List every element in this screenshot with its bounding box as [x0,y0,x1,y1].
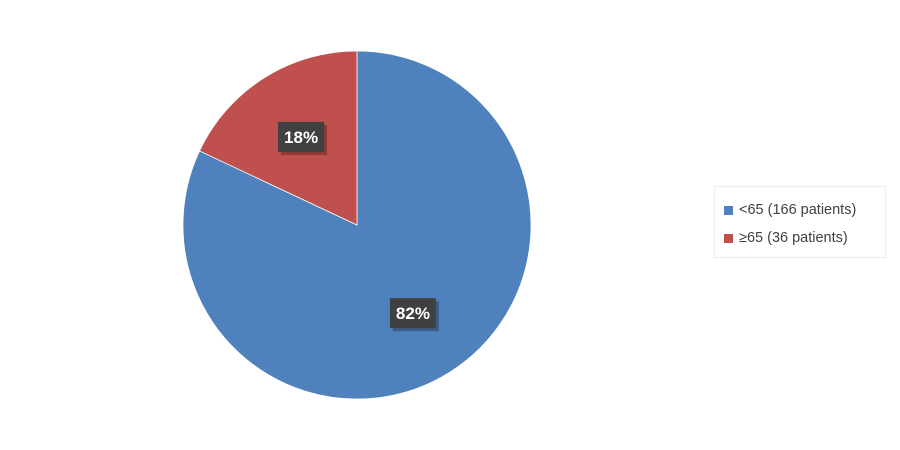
data-label-under-65: 82% [389,298,439,332]
legend-item-under-65: <65 (166 patients) [724,199,885,221]
data-label-box [278,121,325,152]
legend-swatch-under-65 [724,205,733,215]
data-label-text: 18% [284,128,318,147]
pie-slices [182,50,532,400]
data-label-box [389,298,436,329]
legend-item-65-and-over: ≥65 (36 patients) [724,227,885,249]
legend: <65 (166 patients) ≥65 (36 patients) [714,186,886,258]
legend-label-65-and-over: ≥65 (36 patients) [739,230,848,246]
legend-swatch-65-and-over [724,233,733,243]
data-label-text: 82% [396,304,430,323]
pie-data-labels: 82% 18% [278,121,439,332]
legend-label-under-65: <65 (166 patients) [739,202,857,218]
data-label-65-and-over: 18% [278,121,328,155]
